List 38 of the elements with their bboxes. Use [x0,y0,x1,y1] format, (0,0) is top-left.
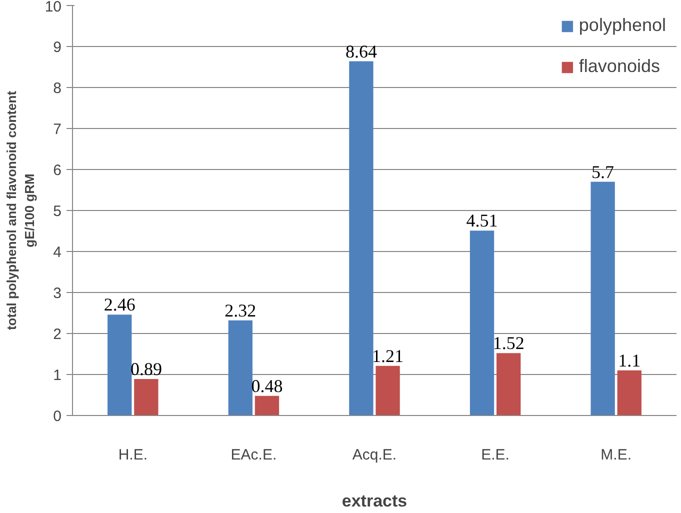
data-label: 2.32 [224,300,256,320]
y-tick-label: 1 [53,367,62,384]
y-axis-title: total polyphenol and flavonoid content gE/100 gRM [4,90,37,330]
x-tick-label: M.E. [600,446,632,464]
x-tick-label: E.E. [481,446,510,464]
x-tick-label: H.E. [118,446,148,464]
data-label: 2.46 [104,294,136,315]
y-tick-label: 10 [44,0,62,16]
data-label: 1.21 [372,346,404,366]
bar [590,182,615,416]
x-tick-label: EAc.E. [230,446,277,464]
data-label: 4.51 [466,210,498,231]
bar [134,379,158,416]
y-tick-label: 5 [53,203,62,220]
y-tick-label: 8 [53,80,62,97]
bar [228,320,252,416]
bar [376,366,400,416]
y-tick-label: 2 [53,326,62,343]
data-label: 1.1 [618,350,641,370]
bar [470,230,494,416]
bar [617,370,642,416]
y-tick-label: 9 [53,39,62,56]
y-tick-label: 6 [53,162,62,179]
x-tick-label: Acq.E. [352,446,397,464]
legend-label: flavonoids [578,56,660,77]
bar [349,61,374,416]
y-tick-label: 4 [53,244,62,261]
bar [108,314,132,416]
y-tick-label: 7 [53,121,62,138]
bar [254,396,280,416]
data-label: 5.7 [592,162,614,182]
y-tick-label: 3 [53,285,62,302]
x-axis-title: extracts [342,492,408,510]
y-tick-label: 0 [53,408,62,425]
bar [496,353,521,416]
data-label: 1.52 [492,333,524,354]
data-label: 8.64 [345,41,377,62]
legend-label: polyphenol [578,15,666,36]
